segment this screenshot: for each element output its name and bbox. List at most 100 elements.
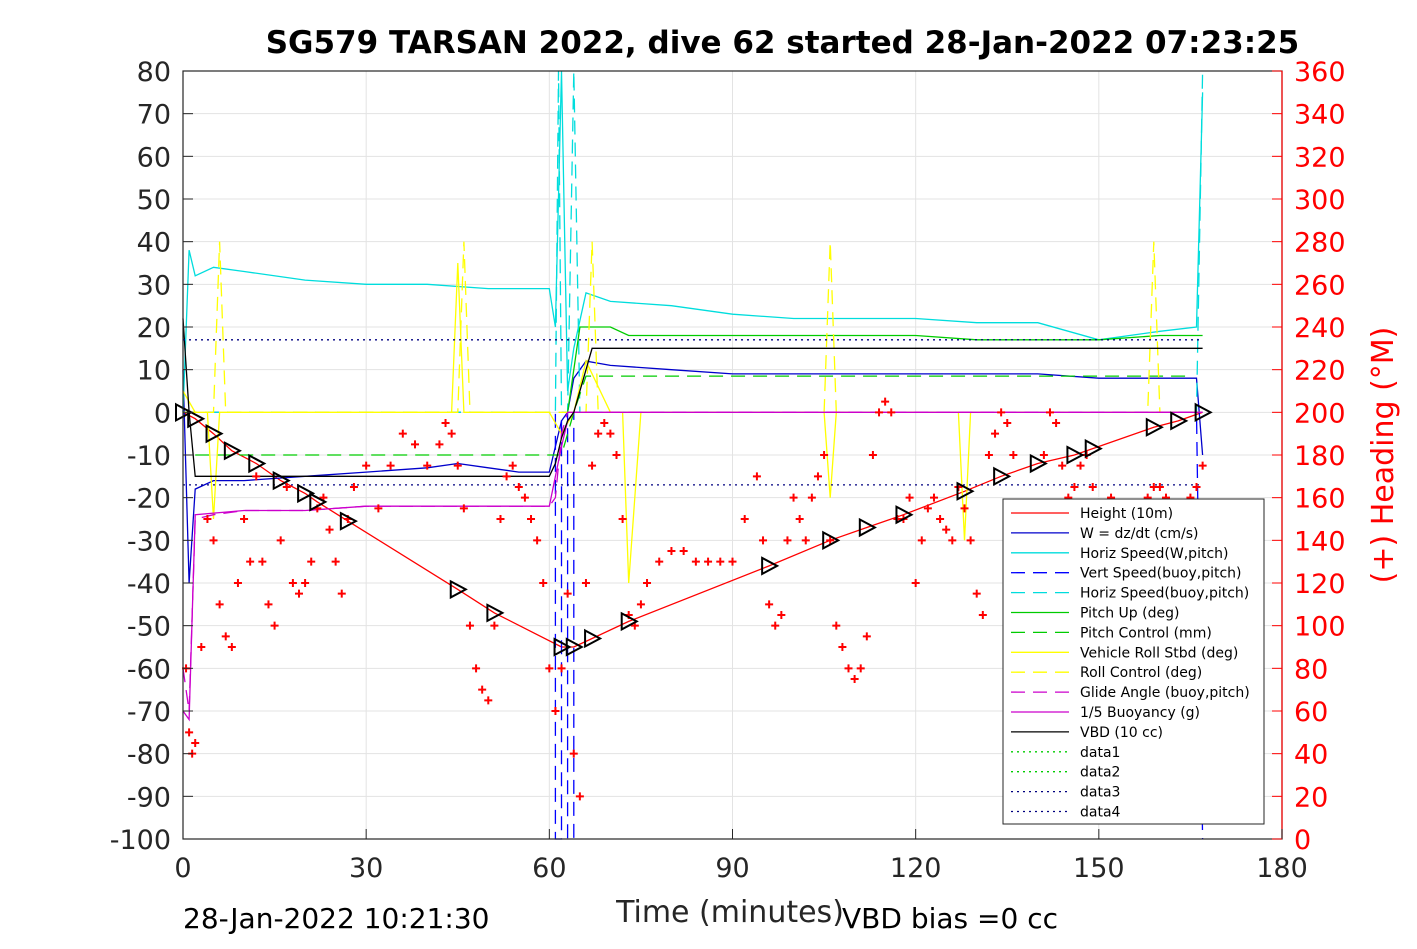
heading-point xyxy=(856,664,865,673)
right-tick-label: 40 xyxy=(1294,740,1328,771)
heading-point xyxy=(508,461,517,470)
heading-point xyxy=(966,536,975,545)
heading-point xyxy=(752,472,761,481)
heading-point xyxy=(716,557,725,566)
right-tick-label: 20 xyxy=(1294,782,1328,813)
height-marker xyxy=(248,453,267,474)
height-marker xyxy=(339,511,358,531)
heading-point xyxy=(227,643,236,651)
heading-point xyxy=(447,429,456,438)
height-marker xyxy=(620,611,639,632)
heading-point xyxy=(203,515,212,523)
heading-point xyxy=(655,557,664,566)
heading-point xyxy=(1058,461,1067,470)
heading-point xyxy=(1070,483,1079,491)
x-tick-label: 60 xyxy=(532,853,566,884)
height-marker xyxy=(1029,453,1048,474)
height-marker xyxy=(187,409,206,429)
legend-entry: data2 xyxy=(1080,765,1120,781)
left-tick-label: -40 xyxy=(127,569,171,600)
heading-point xyxy=(765,600,774,609)
left-tick-label: -100 xyxy=(110,825,171,856)
series-line-pitch-control-mm xyxy=(195,375,1191,456)
right-tick-label: 100 xyxy=(1294,612,1346,643)
heading-point xyxy=(527,515,536,523)
heading-point xyxy=(569,749,578,758)
height-marker xyxy=(1066,445,1085,465)
series-line-height-10m xyxy=(182,411,1203,648)
heading-point xyxy=(215,600,224,609)
left-tick-label: 80 xyxy=(137,57,171,88)
right-tick-label: 280 xyxy=(1294,228,1346,259)
heading-point xyxy=(600,419,609,427)
x-tick-label: 90 xyxy=(715,853,749,884)
heading-point xyxy=(1155,483,1164,491)
heading-point xyxy=(435,440,444,449)
heading-point xyxy=(813,472,822,481)
legend-entry: Glide Angle (buoy,pitch) xyxy=(1080,685,1250,701)
heading-point xyxy=(783,536,792,545)
heading-point xyxy=(936,515,945,523)
heading-point xyxy=(777,611,786,619)
right-tick-label: 80 xyxy=(1294,654,1328,685)
heading-point xyxy=(1198,461,1207,470)
heading-point xyxy=(881,397,890,406)
heading-point xyxy=(636,600,645,609)
legend-entry: Vehicle Roll Stbd (deg) xyxy=(1080,645,1238,661)
heading-point xyxy=(820,451,829,459)
heading-point xyxy=(984,451,993,459)
heading-point xyxy=(533,536,542,545)
heading-point xyxy=(221,632,230,641)
left-tick-label: -70 xyxy=(127,697,171,728)
heading-point xyxy=(288,579,297,587)
height-marker xyxy=(858,517,877,538)
heading-point xyxy=(728,557,737,566)
heading-point xyxy=(740,515,749,523)
heading-point xyxy=(917,536,926,545)
height-marker xyxy=(223,441,242,461)
heading-point xyxy=(191,739,200,747)
left-tick-label: -30 xyxy=(127,526,171,557)
height-marker xyxy=(822,530,841,550)
heading-point xyxy=(520,493,529,502)
heading-point xyxy=(618,515,627,523)
heading-point xyxy=(789,493,798,502)
right-tick-label: 300 xyxy=(1294,185,1346,216)
legend-entry: Horiz Speed(W,pitch) xyxy=(1080,546,1228,562)
heading-point xyxy=(850,675,859,683)
heading-point xyxy=(411,440,420,449)
height-marker xyxy=(309,492,328,512)
heading-point xyxy=(997,408,1006,417)
left-tick-label: 20 xyxy=(137,313,171,344)
heading-point xyxy=(594,429,603,438)
heading-point xyxy=(362,461,371,470)
heading-point xyxy=(423,461,432,470)
left-tick-label: 70 xyxy=(137,100,171,131)
heading-point xyxy=(301,579,310,587)
heading-point xyxy=(929,493,938,502)
heading-point xyxy=(398,429,407,438)
chart-title: SG579 TARSAN 2022, dive 62 started 28-Ja… xyxy=(266,25,1300,61)
heading-point xyxy=(704,557,713,566)
heading-point xyxy=(557,664,566,673)
heading-point xyxy=(1009,451,1018,459)
left-tick-label: 10 xyxy=(137,356,171,387)
x-axis-label: Time (minutes) xyxy=(615,895,844,930)
left-tick-label: -90 xyxy=(127,782,171,813)
heading-point xyxy=(325,525,334,534)
left-tick-label: 30 xyxy=(137,270,171,301)
x-tick-label: 0 xyxy=(174,853,191,884)
heading-point xyxy=(691,557,700,566)
heading-point xyxy=(209,536,218,545)
heading-point xyxy=(258,557,267,566)
right-tick-label: 200 xyxy=(1294,398,1346,429)
heading-point xyxy=(801,536,810,545)
heading-point xyxy=(252,472,261,481)
left-tick-label: 0 xyxy=(154,398,171,429)
heading-point xyxy=(551,707,560,715)
legend-entry: Pitch Up (deg) xyxy=(1080,606,1179,622)
height-marker xyxy=(761,556,780,576)
height-marker xyxy=(895,505,914,525)
heading-point xyxy=(1076,461,1085,470)
